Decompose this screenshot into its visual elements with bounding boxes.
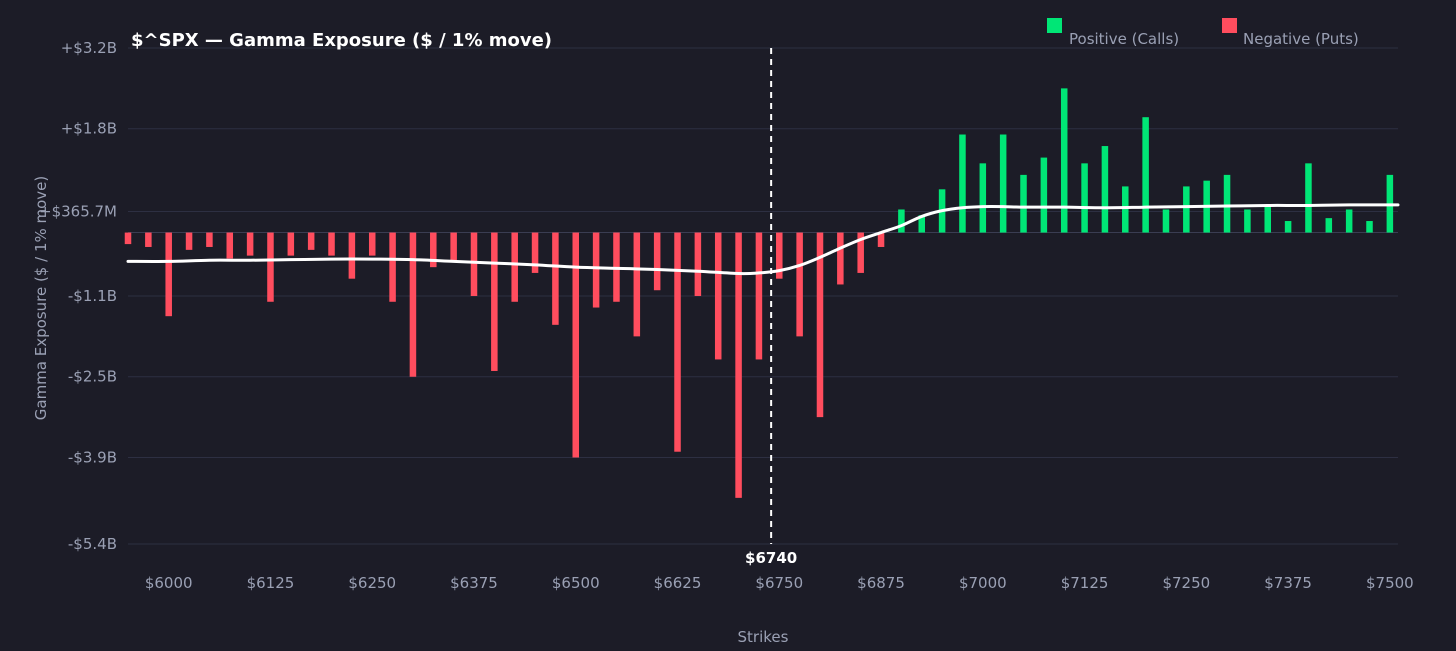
bar-negative (287, 232, 295, 256)
bar-positive (918, 215, 926, 233)
bar-positive (1060, 88, 1068, 233)
bar-positive (898, 209, 905, 233)
bar-positive (1142, 117, 1149, 233)
bar-negative (348, 232, 356, 279)
bar-negative (714, 232, 722, 360)
bar-positive (1366, 221, 1373, 233)
bar-negative (307, 232, 315, 250)
bar-positive (1244, 209, 1251, 233)
x-tick-label: $6375 (450, 574, 498, 592)
bar-positive (1183, 186, 1190, 233)
bar-negative (470, 232, 478, 296)
bar-negative (633, 232, 641, 337)
legend-swatch-positive (1047, 18, 1062, 33)
x-tick-label: $6500 (552, 574, 600, 592)
bar-positive (979, 163, 987, 233)
bar-negative (491, 232, 498, 371)
y-tick-label: -$3.9B (68, 448, 117, 466)
bar-negative (531, 232, 539, 273)
bar-negative (592, 232, 600, 308)
bar-negative (674, 232, 681, 452)
bar-negative (165, 232, 172, 317)
spot-price-label: $6740 (745, 549, 797, 567)
y-axis-ticks: +$3.2B +$1.8B +$365.7M -$1.1B -$2.5B -$3.9B -$… (39, 39, 117, 553)
bar-negative (246, 232, 254, 256)
x-tick-label: $6750 (755, 574, 803, 592)
cumulative-line (126, 203, 1400, 276)
bar-positive (1264, 206, 1271, 233)
bar-negative (430, 232, 437, 268)
bar-positive (1345, 209, 1353, 233)
legend: Positive (Calls) Negative (Puts) (1047, 18, 1359, 48)
bar-negative (816, 232, 824, 418)
bar-positive (1305, 163, 1312, 233)
bar-negative (796, 232, 803, 337)
x-tick-label: $6000 (145, 574, 193, 592)
bar-positive (1101, 146, 1109, 233)
bar-positive (1020, 174, 1027, 233)
y-tick-label: -$2.5B (68, 368, 117, 386)
bar-positive (1122, 186, 1129, 233)
bar-negative (450, 232, 457, 262)
bar-negative (572, 232, 580, 458)
bar-positive (999, 134, 1007, 233)
x-tick-label: $7375 (1264, 574, 1312, 592)
x-tick-label: $7000 (959, 574, 1007, 592)
y-tick-label: +$1.8B (61, 120, 117, 138)
bar-negative (145, 232, 152, 247)
bar-negative (837, 232, 844, 285)
x-tick-label: $6250 (348, 574, 396, 592)
x-axis-ticks: $6000 $6125 $6250 $6375 $6500 $6625 $6750 $6875… (145, 574, 1414, 592)
bar-positive (1284, 221, 1292, 233)
bar-negative (694, 232, 702, 296)
y-tick-label: +$3.2B (61, 39, 117, 57)
bar-negative (857, 232, 864, 273)
bar-negative (124, 232, 132, 245)
bar-positive (1162, 209, 1170, 233)
bar-negative (328, 232, 335, 256)
y-tick-label: -$1.1B (68, 287, 117, 305)
bar-positive (959, 134, 966, 233)
x-tick-label: $6875 (857, 574, 905, 592)
spot-marker: $6740 (745, 48, 797, 567)
y-axis-label: Gamma Exposure ($ / 1% move) (32, 176, 50, 421)
x-tick-label: $7125 (1061, 574, 1109, 592)
chart-title: $^SPX — Gamma Exposure ($ / 1% move) (131, 30, 552, 51)
bar-positive (1223, 174, 1231, 233)
bar-negative (389, 232, 396, 302)
bar-positive (1325, 218, 1333, 233)
y-tick-label: -$5.4B (68, 535, 117, 553)
bar-negative (511, 232, 518, 302)
bar-negative (552, 232, 559, 325)
bar-negative (877, 232, 885, 247)
bar-negative (368, 232, 376, 256)
x-tick-label: $7500 (1366, 574, 1414, 592)
grid (128, 47, 1398, 545)
bar-positive (1040, 157, 1048, 233)
legend-label-negative: Negative (Puts) (1243, 30, 1359, 48)
bar-negative (206, 232, 213, 247)
bar-negative (735, 232, 742, 498)
x-tick-label: $6125 (247, 574, 295, 592)
bar-negative (267, 232, 274, 302)
bar-positive (1081, 163, 1088, 233)
y-tick-label: +$365.7M (39, 202, 117, 220)
bar-negative (226, 232, 234, 259)
legend-label-positive: Positive (Calls) (1069, 30, 1179, 48)
legend-swatch-negative (1222, 18, 1237, 33)
x-tick-label: $6625 (654, 574, 702, 592)
cumulative-gamma-line (126, 203, 1400, 276)
bar-negative (653, 232, 661, 291)
x-tick-label: $7250 (1162, 574, 1210, 592)
x-axis-label: Strikes (738, 628, 789, 646)
bar-negative (409, 232, 417, 377)
bar-negative (755, 232, 763, 360)
bar-negative (776, 232, 783, 279)
bar-negative (185, 232, 193, 250)
